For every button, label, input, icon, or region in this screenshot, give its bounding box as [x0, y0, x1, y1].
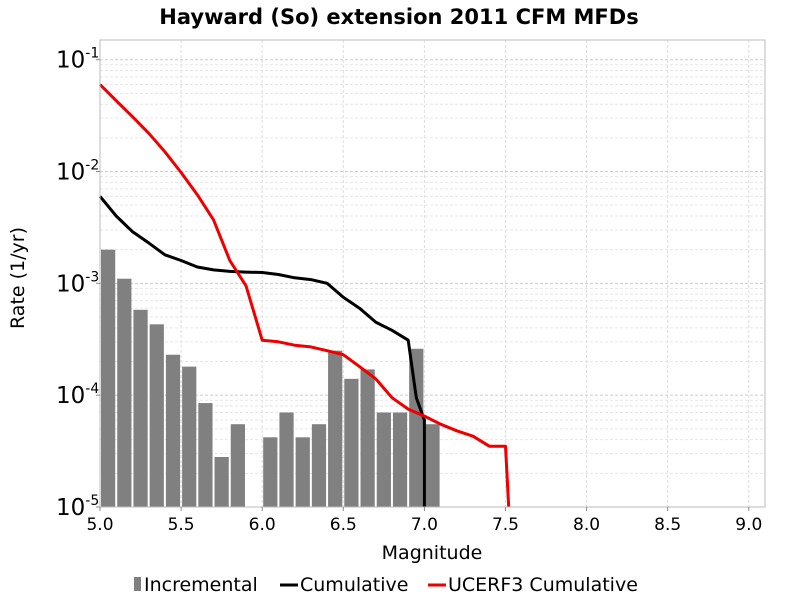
incremental-bar	[344, 378, 359, 507]
x-tick-label: 6.0	[249, 515, 276, 535]
x-axis-label: Magnitude	[382, 542, 483, 564]
incremental-bar	[360, 369, 375, 507]
incremental-bar	[425, 424, 440, 507]
incremental-bar	[263, 437, 278, 507]
x-tick-label: 6.5	[330, 515, 357, 535]
legend-label-ucerf3-cumulative: UCERF3 Cumulative	[448, 574, 638, 596]
x-tick-label: 5.5	[168, 515, 195, 535]
incremental-bar	[409, 348, 424, 507]
incremental-bar	[198, 403, 213, 507]
y-tick-label: 10-1	[56, 46, 99, 74]
x-tick-label: 9.0	[735, 515, 762, 535]
y-tick-label: 10-4	[56, 381, 99, 409]
x-tick-label: 8.5	[654, 515, 681, 535]
legend: Incremental Cumulative UCERF3 Cumulative	[134, 574, 638, 596]
incremental-bar	[279, 412, 294, 507]
y-axis-label: Rate (1/yr)	[7, 227, 29, 329]
x-tick-labels: 5.0 5.5 6.0 6.5 7.0 7.5 8.0 8.5 9.0	[86, 507, 762, 535]
incremental-bar	[182, 366, 197, 507]
incremental-bars	[101, 249, 440, 507]
incremental-bar	[230, 424, 245, 507]
plot-frame	[99, 39, 766, 508]
ucerf3-cumulative-line	[98, 83, 511, 508]
series-lines	[98, 83, 511, 508]
x-tick-label: 5.0	[86, 515, 113, 535]
incremental-bar	[149, 324, 164, 507]
incremental-bar	[295, 437, 310, 507]
grid	[99, 40, 765, 508]
incremental-bar	[376, 412, 391, 507]
incremental-bar	[117, 278, 132, 507]
y-tick-label: 10-2	[56, 158, 99, 186]
incremental-bar	[328, 350, 343, 507]
incremental-bar	[101, 249, 116, 507]
x-tick-label: 8.0	[573, 515, 600, 535]
cumulative-line	[98, 195, 426, 507]
incremental-bar	[133, 309, 148, 507]
incremental-bar	[165, 354, 181, 507]
incremental-bar	[392, 412, 408, 507]
incremental-bar	[311, 424, 327, 507]
legend-label-incremental: Incremental	[144, 574, 258, 596]
chart-title: Hayward (So) extension 2011 CFM MFDs	[159, 5, 638, 29]
y-tick-label: 10-3	[56, 269, 99, 297]
x-tick-label: 7.0	[411, 515, 438, 535]
y-tick-label: 10-5	[56, 493, 99, 521]
legend-swatch-incremental	[134, 577, 141, 591]
legend-label-cumulative: Cumulative	[300, 574, 408, 596]
x-tick-label: 7.5	[492, 515, 519, 535]
incremental-bar	[214, 456, 229, 507]
y-tick-labels: 10-5 10-4 10-3 10-2 10-1	[56, 46, 100, 521]
